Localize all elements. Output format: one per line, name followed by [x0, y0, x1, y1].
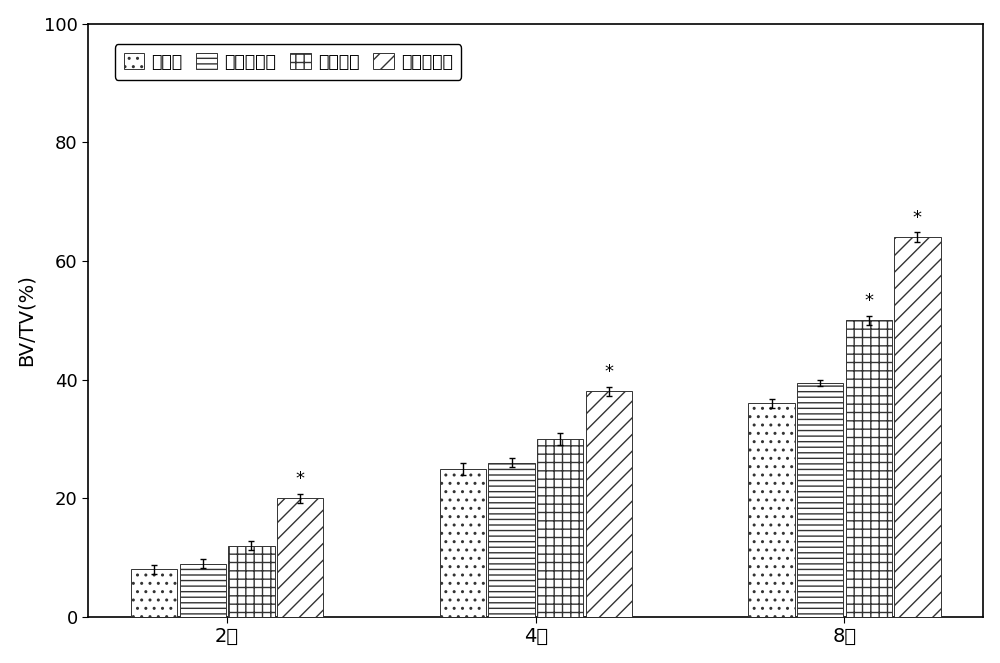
Bar	[586, 391, 632, 617]
Bar	[748, 403, 795, 617]
Bar	[440, 469, 486, 617]
Text: *: *	[604, 363, 613, 381]
Text: *: *	[913, 209, 922, 227]
Y-axis label: BV/TV(%): BV/TV(%)	[17, 274, 36, 366]
Bar	[180, 564, 226, 617]
Bar	[277, 499, 323, 617]
Bar	[488, 463, 535, 617]
Legend: 对照组, 细胞片层组, 纤维膜组, 人工骨膜组: 对照组, 细胞片层组, 纤维膜组, 人工骨膜组	[115, 44, 461, 80]
Text: *: *	[864, 292, 873, 310]
Bar	[894, 237, 941, 617]
Bar	[537, 439, 583, 617]
Text: *: *	[296, 469, 305, 487]
Bar	[228, 546, 275, 617]
Bar	[797, 383, 843, 617]
Bar	[846, 320, 892, 617]
Bar	[131, 570, 177, 617]
